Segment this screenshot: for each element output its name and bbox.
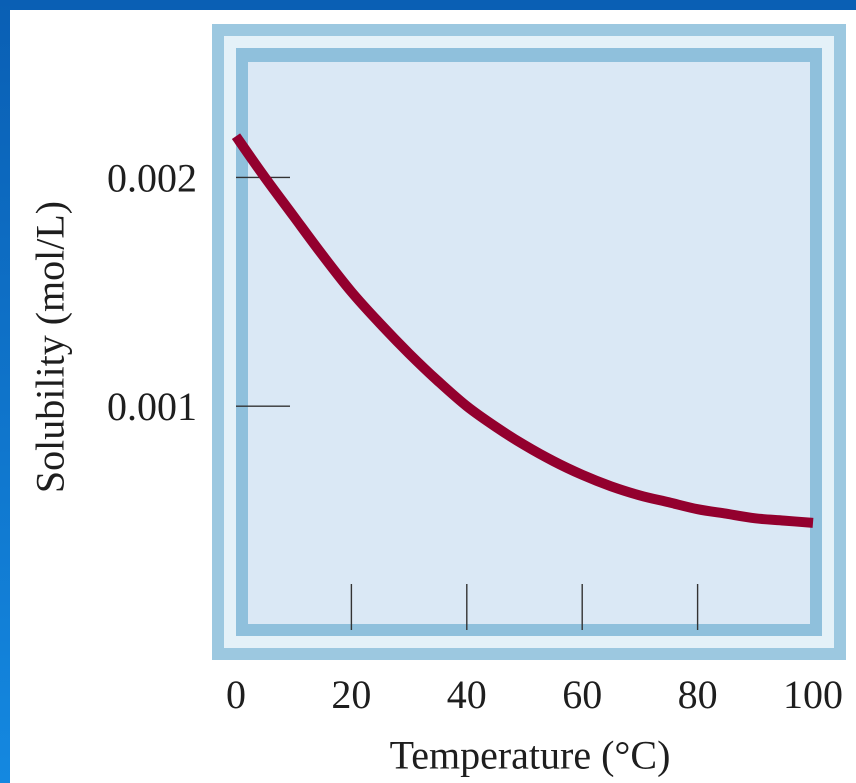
x-tick-label: 80 [678, 672, 718, 717]
y-tick-label: 0.001 [107, 384, 197, 429]
slide-edge-left [0, 0, 10, 783]
x-tick-label: 20 [331, 672, 371, 717]
solubility-curve [231, 133, 814, 528]
tick-labels: 0 20 40 60 80 100 0.001 0.002 [107, 155, 843, 717]
x-tick-label: 40 [447, 672, 487, 717]
x-tick-label: 0 [226, 672, 246, 717]
slide-edge-top [0, 0, 856, 10]
series-lines [231, 133, 814, 528]
y-tick-label: 0.002 [107, 155, 197, 200]
y-axis-label: Solubility (mol/L) [27, 200, 73, 494]
x-axis-label: Temperature (°C) [389, 732, 671, 778]
x-tick-label: 60 [562, 672, 602, 717]
x-tick-label: 100 [783, 672, 843, 717]
plot-area [248, 62, 810, 624]
